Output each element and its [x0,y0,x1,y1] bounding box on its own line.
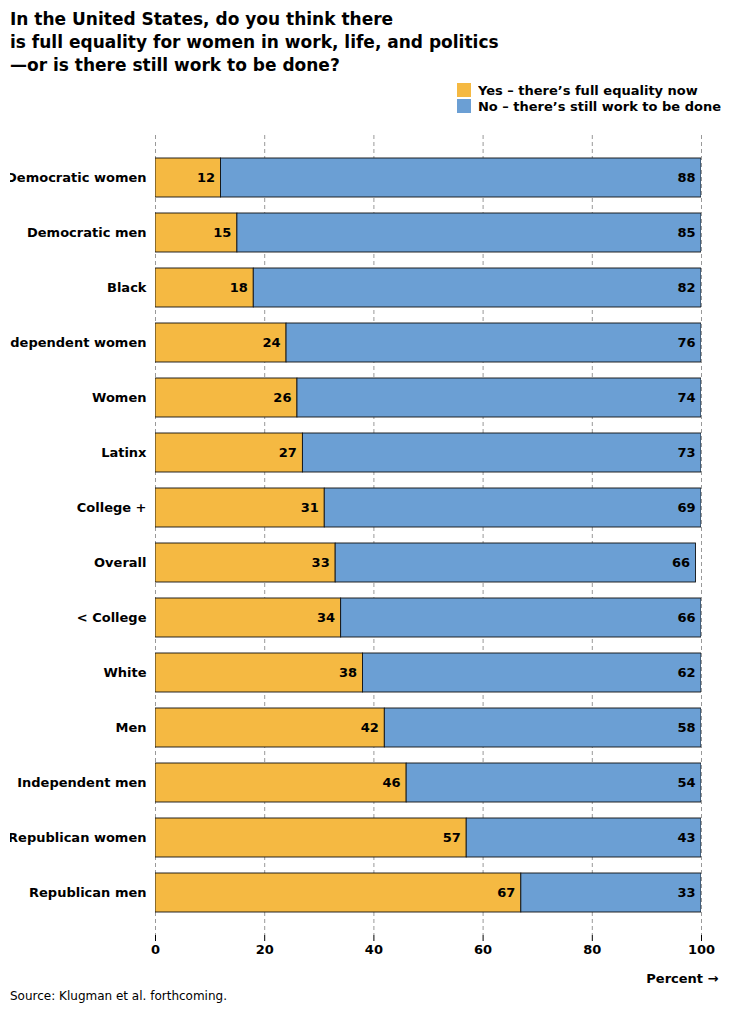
svg-text:Republican men: Republican men [29,885,146,900]
svg-text:33: 33 [677,885,695,900]
svg-text:Democratic women: Democratic women [10,170,147,185]
svg-text:15: 15 [213,225,231,240]
svg-text:Black: Black [107,280,147,295]
svg-text:40: 40 [365,942,383,957]
svg-text:Women: Women [92,390,146,405]
svg-text:Republican women: Republican women [10,830,147,845]
svg-text:Overall: Overall [94,555,146,570]
html-text:No – there’s still work to be: No – there’s still work to be done [477,98,721,114]
svg-text:34: 34 [317,610,335,625]
svg-text:20: 20 [256,942,274,957]
svg-text:Latinx: Latinx [101,445,147,460]
svg-text:46: 46 [383,775,401,790]
html-text:Source: Klugman et al. forthco: Source: Klugman et al. forthcoming. [10,989,227,1004]
svg-text:0: 0 [151,942,160,957]
svg-text:66: 66 [677,610,695,625]
svg-text:42: 42 [361,720,379,735]
svg-text:38: 38 [339,665,357,680]
svg-text:12: 12 [197,170,215,185]
html-text:In the United States, do you t: In the United States, do you think there… [10,9,499,75]
svg-text:80: 80 [583,942,601,957]
svg-text:85: 85 [677,225,695,240]
svg-text:White: White [103,665,146,680]
svg-text:88: 88 [677,170,695,185]
svg-text:69: 69 [677,500,695,515]
svg-text:60: 60 [474,942,492,957]
svg-text:62: 62 [677,665,695,680]
svg-text:24: 24 [262,335,280,350]
svg-text:College +: College + [77,500,147,515]
svg-text:Independent men: Independent men [17,775,146,790]
svg-text:74: 74 [677,390,695,405]
svg-text:27: 27 [279,445,297,460]
svg-text:26: 26 [273,390,291,405]
svg-text:Men: Men [115,720,146,735]
svg-text:82: 82 [677,280,695,295]
svg-text:Independent women: Independent women [10,335,147,350]
svg-text:57: 57 [443,830,461,845]
svg-text:66: 66 [672,555,690,570]
svg-text:67: 67 [497,885,515,900]
html-text:Yes – there’s full equality no: Yes – there’s full equality now [477,82,698,98]
svg-text:54: 54 [677,775,695,790]
svg-text:100: 100 [688,942,715,957]
svg-text:Democratic men: Democratic men [27,225,147,240]
svg-text:58: 58 [677,720,695,735]
svg-text:33: 33 [312,555,330,570]
svg-text:18: 18 [230,280,248,295]
svg-text:Percent →: Percent → [646,971,718,986]
svg-text:31: 31 [301,500,319,515]
svg-text:73: 73 [677,445,695,460]
svg-text:< College: < College [77,610,147,625]
svg-text:76: 76 [677,335,695,350]
svg-text:43: 43 [677,830,695,845]
